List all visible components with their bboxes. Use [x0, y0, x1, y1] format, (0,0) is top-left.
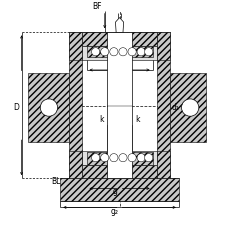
- Polygon shape: [69, 151, 82, 178]
- Circle shape: [144, 154, 152, 162]
- Polygon shape: [82, 165, 156, 178]
- Polygon shape: [169, 74, 205, 142]
- Polygon shape: [82, 33, 156, 47]
- Text: g₃: g₃: [107, 59, 115, 68]
- Polygon shape: [69, 33, 82, 178]
- Circle shape: [91, 154, 99, 162]
- Text: d₁: d₁: [171, 103, 179, 112]
- Text: k: k: [99, 115, 103, 124]
- Circle shape: [181, 99, 198, 117]
- Circle shape: [118, 154, 126, 162]
- Circle shape: [127, 154, 136, 162]
- Circle shape: [100, 49, 108, 57]
- Polygon shape: [60, 178, 178, 201]
- Text: g: g: [112, 186, 117, 195]
- Polygon shape: [156, 151, 169, 178]
- Circle shape: [118, 49, 126, 57]
- Text: D: D: [14, 103, 19, 112]
- Polygon shape: [69, 33, 82, 60]
- Polygon shape: [86, 152, 108, 165]
- Polygon shape: [82, 47, 156, 60]
- Polygon shape: [86, 47, 108, 58]
- Circle shape: [109, 49, 117, 57]
- Text: k: k: [135, 115, 139, 124]
- Text: g₂: g₂: [111, 206, 118, 215]
- Circle shape: [127, 49, 136, 57]
- Polygon shape: [130, 47, 152, 58]
- Bar: [82, 33, 156, 178]
- Polygon shape: [82, 151, 156, 165]
- Circle shape: [100, 154, 108, 162]
- Polygon shape: [28, 74, 69, 142]
- Text: BF: BF: [92, 3, 101, 11]
- Polygon shape: [156, 33, 169, 60]
- Circle shape: [40, 99, 57, 117]
- Polygon shape: [115, 19, 123, 33]
- Polygon shape: [130, 152, 152, 165]
- Bar: [106, 33, 131, 178]
- Circle shape: [136, 154, 145, 162]
- Circle shape: [136, 49, 145, 57]
- Polygon shape: [156, 33, 169, 178]
- Circle shape: [144, 49, 152, 57]
- Circle shape: [109, 154, 117, 162]
- Text: BL: BL: [51, 176, 60, 185]
- Circle shape: [91, 49, 99, 57]
